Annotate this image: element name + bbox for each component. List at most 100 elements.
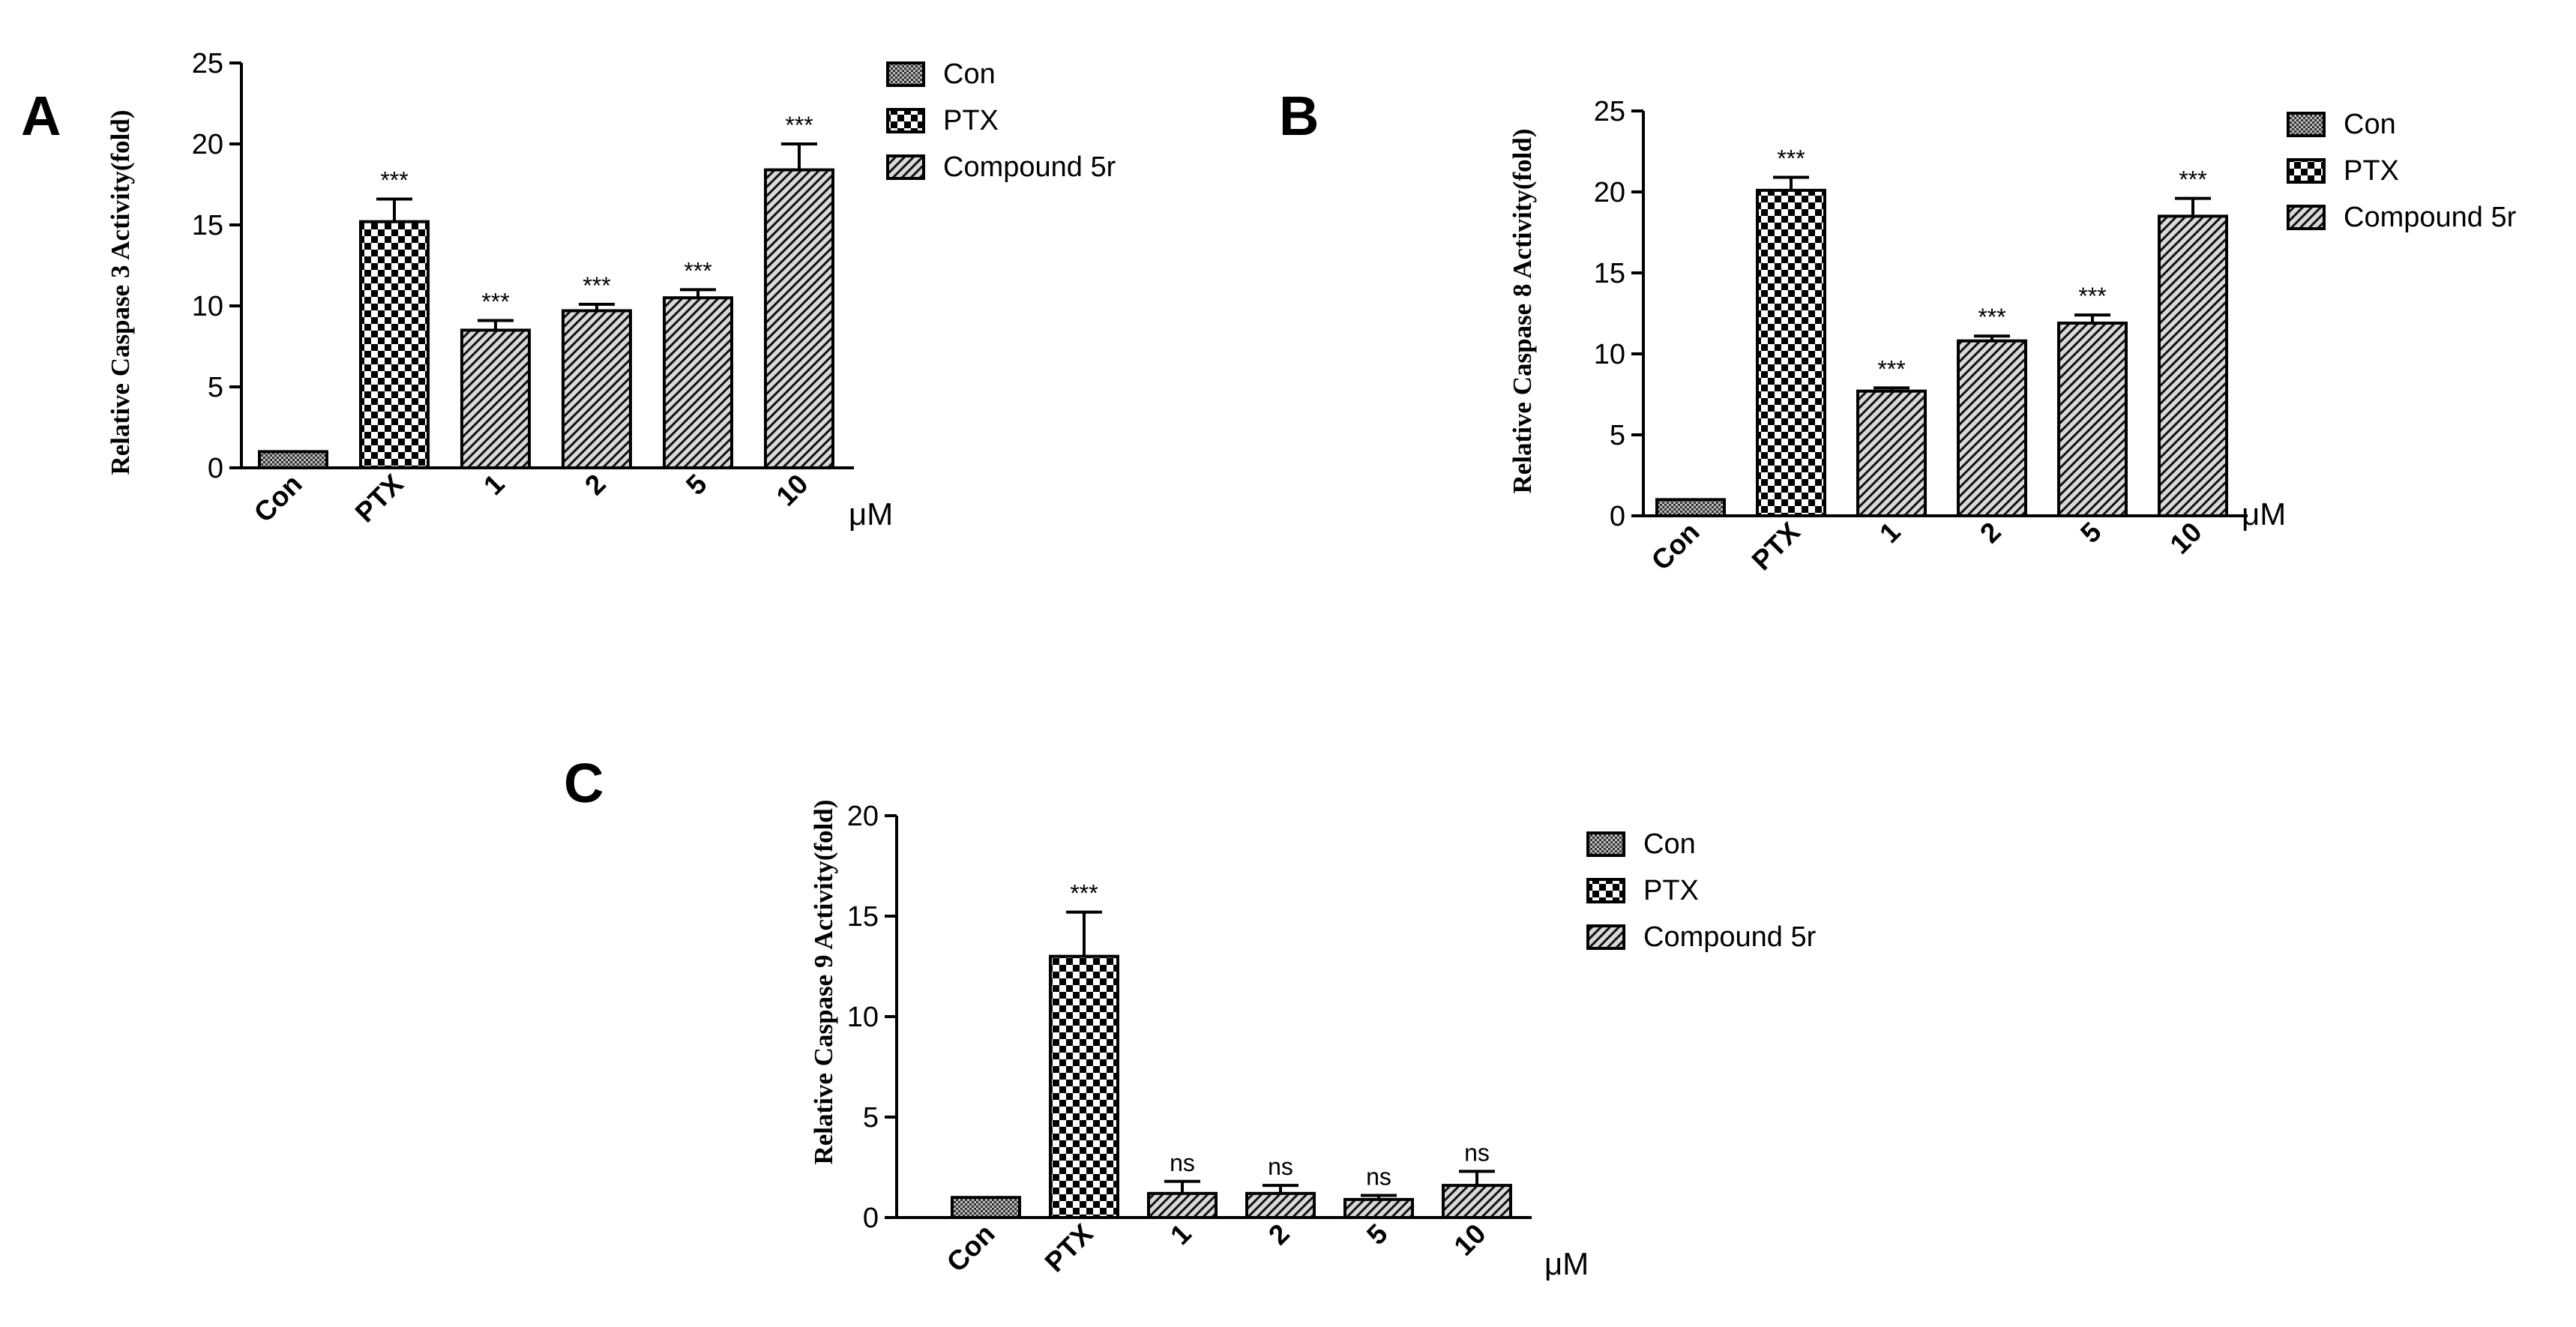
x-tick-label: 2 <box>579 469 612 502</box>
panel-c: C Relative Caspase 9 Activity(fold) 0 5 10… <box>564 752 1817 1281</box>
legend-swatch <box>886 61 925 87</box>
y-tick-label: 15 <box>847 901 879 933</box>
significance-label: ns <box>1464 1139 1490 1166</box>
bar <box>663 296 733 470</box>
significance-label: ns <box>1268 1153 1293 1180</box>
bar <box>562 309 632 470</box>
bar <box>2158 214 2228 517</box>
y-tick-label: 20 <box>847 801 879 832</box>
y-tick-label: 0 <box>1610 501 1625 532</box>
x-tick-label: 2 <box>1263 1218 1295 1251</box>
x-tick-label: PTX <box>1746 516 1806 576</box>
legend-label: PTX <box>943 105 999 136</box>
legend-swatch <box>2287 158 2326 184</box>
chart-plot: 0 5 10 15 20 Con *** PTX ns 1 ns 2 ns 5 ns 10 μM <box>847 801 1589 1281</box>
significance-label: *** <box>1978 304 2005 331</box>
x-unit-label: μM <box>1544 1246 1589 1281</box>
bar <box>1756 188 1826 517</box>
bar <box>1442 1184 1512 1219</box>
legend-label: Con <box>1643 828 1696 860</box>
y-tick-label: 5 <box>1610 420 1625 451</box>
bar <box>359 220 430 469</box>
significance-label: *** <box>2179 166 2206 193</box>
panel-label-a: A <box>21 85 61 147</box>
legend-swatch <box>2287 205 2326 230</box>
bar <box>1147 1191 1218 1219</box>
legend-swatch <box>1586 878 1625 903</box>
x-tick-label: 5 <box>1361 1218 1394 1251</box>
x-tick-label: 2 <box>1974 517 2007 550</box>
legend: Con PTX Compound 5r <box>2287 109 2517 233</box>
y-tick-label: 10 <box>1594 339 1625 370</box>
x-tick-label: 10 <box>2164 517 2208 560</box>
significance-label: ns <box>1366 1164 1391 1191</box>
legend-label: Compound 5r <box>943 151 1116 183</box>
y-tick-label: 25 <box>1594 96 1625 127</box>
chart-plot: 0 5 10 15 20 25 Con *** PTX *** 1 *** 2 *** 5 *** 10 μM <box>192 48 893 532</box>
bar <box>258 450 328 470</box>
legend: Con PTX Compound 5r <box>1586 828 1817 953</box>
panel-b: B Relative Caspase 8 Activity(fold) 0 5 10… <box>1279 85 2517 577</box>
x-tick-label: 10 <box>771 469 814 512</box>
significance-label: *** <box>684 257 711 284</box>
chart-plot: 0 5 10 15 20 25 Con *** PTX *** 1 *** 2 *** 5 *** 10 μM <box>1594 96 2286 577</box>
x-tick-label: PTX <box>1039 1218 1099 1278</box>
bar <box>1856 389 1927 517</box>
legend-swatch <box>2287 112 2326 137</box>
y-tick-label: 15 <box>192 210 223 241</box>
y-axis-label: Relative Caspase 8 Activity(fold) <box>1508 128 1537 493</box>
bar <box>1245 1191 1316 1219</box>
x-tick-label: Con <box>248 469 308 529</box>
bar <box>460 328 531 469</box>
significance-label: ns <box>1170 1149 1195 1176</box>
significance-label: *** <box>785 112 813 139</box>
bar <box>2057 321 2128 517</box>
legend-label: Con <box>2344 109 2396 140</box>
legend-swatch <box>886 154 925 180</box>
y-axis-label: Relative Caspase 3 Activity(fold) <box>106 109 135 475</box>
y-tick-label: 20 <box>1594 177 1625 208</box>
x-tick-label: PTX <box>349 468 409 528</box>
y-tick-label: 10 <box>192 291 223 322</box>
legend-swatch <box>886 108 925 133</box>
panel-label-b: B <box>1279 85 1319 147</box>
x-tick-label: 1 <box>478 469 511 502</box>
legend: Con PTX Compound 5r <box>886 58 1116 183</box>
y-tick-label: 15 <box>1594 258 1625 289</box>
y-tick-label: 0 <box>863 1203 879 1234</box>
panel-a: A Relative Caspase 3 Activity(fold) 0 5 10… <box>21 48 1116 532</box>
significance-label: *** <box>1777 145 1805 172</box>
x-tick-label: 1 <box>1874 517 1907 550</box>
y-tick-label: 5 <box>863 1102 879 1134</box>
significance-label: *** <box>583 272 610 299</box>
x-unit-label: μM <box>2242 496 2286 532</box>
significance-label: *** <box>1070 880 1098 907</box>
legend-swatch <box>1586 831 1625 857</box>
bar <box>764 168 834 469</box>
bar <box>1957 339 2027 517</box>
bar <box>1049 954 1119 1219</box>
bar <box>1655 498 1726 518</box>
legend-label: Con <box>943 58 996 90</box>
y-tick-label: 10 <box>847 1002 879 1033</box>
legend-swatch <box>1586 924 1625 950</box>
bar <box>1343 1197 1414 1220</box>
legend-label: PTX <box>1643 875 1699 906</box>
y-tick-label: 0 <box>208 453 223 484</box>
y-tick-label: 25 <box>192 48 223 79</box>
significance-label: *** <box>481 288 509 315</box>
significance-label: *** <box>1877 355 1905 382</box>
x-tick-label: Con <box>1646 517 1706 577</box>
legend-label: Compound 5r <box>1643 921 1817 953</box>
x-tick-label: Con <box>941 1218 1001 1278</box>
x-tick-label: 5 <box>2074 517 2107 550</box>
legend-label: PTX <box>2344 155 2399 187</box>
x-tick-label: 5 <box>680 469 713 502</box>
legend-label: Compound 5r <box>2344 202 2517 233</box>
panel-label-c: C <box>564 752 604 814</box>
y-tick-label: 5 <box>208 372 223 403</box>
significance-label: *** <box>380 166 408 193</box>
significance-label: *** <box>2078 283 2106 310</box>
bar <box>951 1196 1021 1219</box>
